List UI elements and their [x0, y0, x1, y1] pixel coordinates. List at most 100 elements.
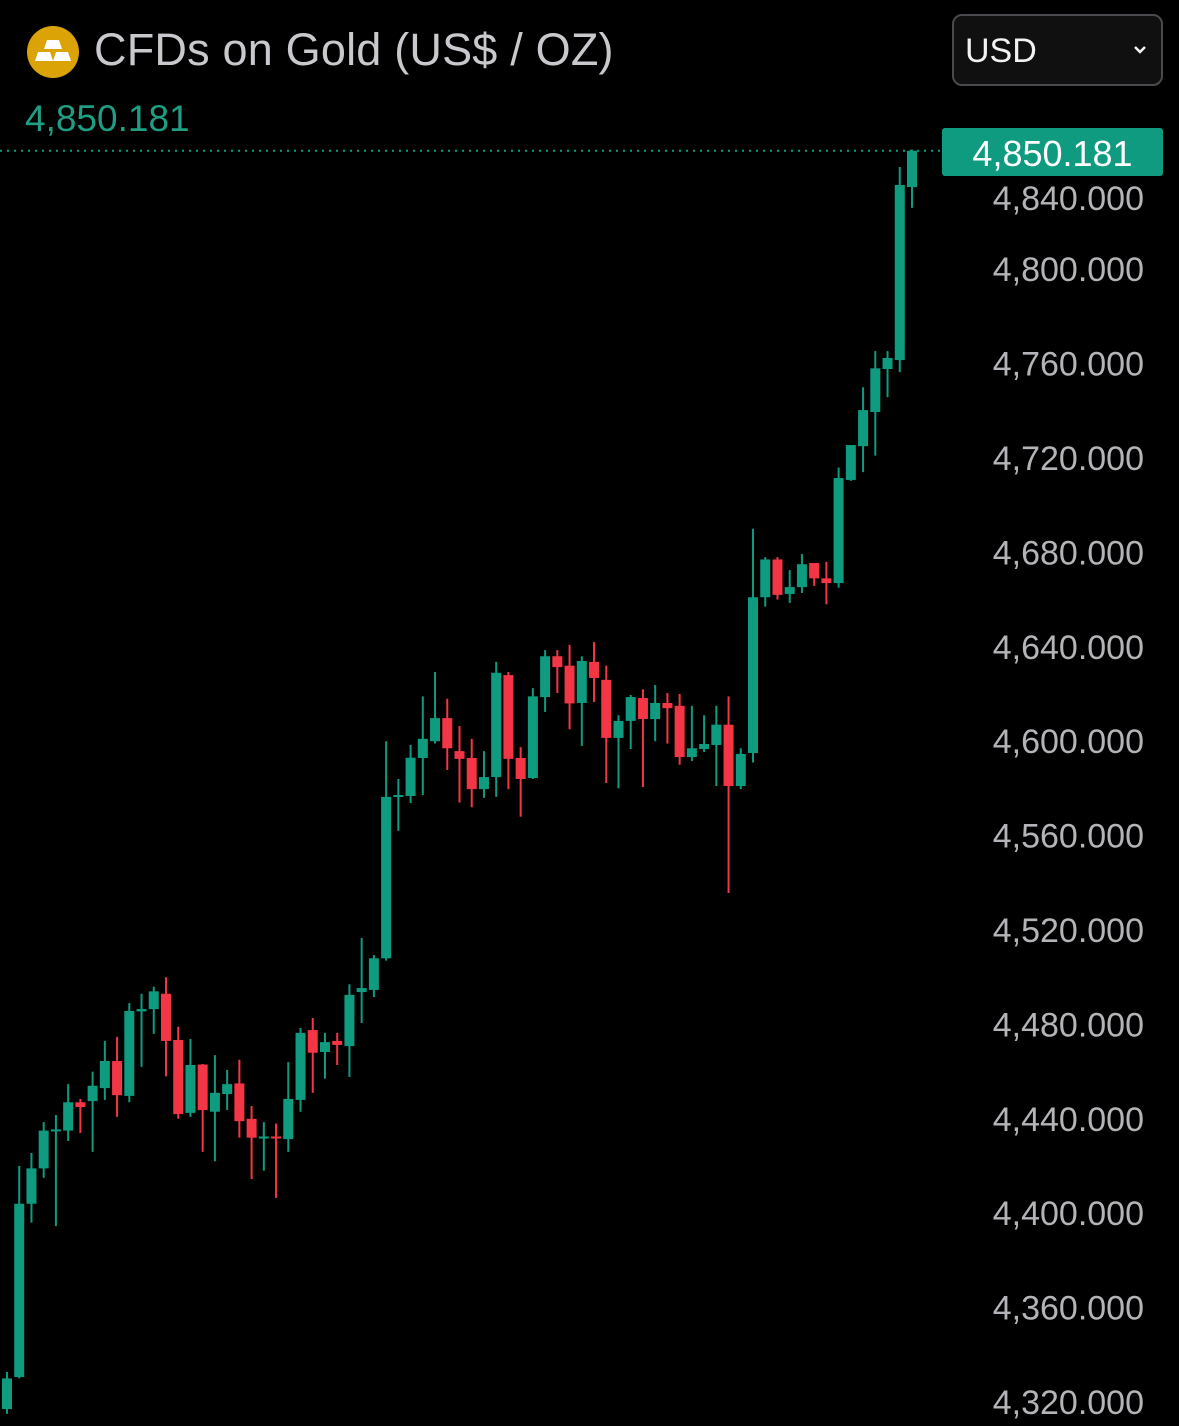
candle: [2, 1372, 12, 1414]
candle: [295, 1027, 306, 1112]
candle: [796, 554, 807, 593]
currency-select[interactable]: USD: [952, 14, 1163, 86]
candle-body: [283, 1098, 294, 1140]
candle-body: [699, 744, 710, 749]
candle: [564, 644, 575, 730]
candle-body: [2, 1378, 12, 1410]
candle-body: [124, 1010, 135, 1096]
candle-body: [454, 751, 465, 759]
candle-body: [674, 705, 685, 758]
candle-body: [368, 958, 379, 990]
candle: [735, 748, 746, 790]
y-tick-label: 4,720.000: [993, 440, 1144, 478]
candle: [99, 1040, 110, 1100]
candle-body: [515, 757, 526, 779]
candle: [809, 563, 820, 586]
candle: [246, 1106, 257, 1179]
candle: [417, 696, 428, 796]
candle: [160, 977, 171, 1077]
candle-body: [50, 1129, 61, 1132]
candle: [870, 351, 881, 456]
candle-body: [564, 665, 575, 704]
candle-body: [307, 1030, 318, 1053]
candle-body: [478, 777, 489, 790]
candle-body: [160, 993, 171, 1041]
y-tick-label: 4,360.000: [993, 1290, 1144, 1328]
candle: [112, 1036, 123, 1117]
candle: [368, 955, 379, 998]
last-price-tag: 4,850.181: [942, 128, 1163, 176]
instrument-title: CFDs on Gold (US$ / OZ): [94, 24, 614, 75]
candle-body: [356, 988, 367, 993]
candle-body: [882, 357, 893, 370]
candle: [515, 747, 526, 817]
candle-body: [405, 757, 416, 796]
candle: [209, 1055, 220, 1162]
candle: [784, 570, 795, 603]
candle-body: [870, 368, 881, 412]
last-price: 4,850.181: [25, 98, 190, 139]
y-tick-label: 4,800.000: [993, 251, 1144, 289]
candle: [38, 1122, 49, 1178]
chevron-down-icon: [1134, 46, 1146, 54]
candle: [173, 1026, 184, 1119]
currency-value: USD: [965, 32, 1037, 70]
candle-body: [246, 1118, 257, 1138]
candle: [821, 561, 832, 605]
candle-body: [393, 795, 404, 798]
candle-body: [686, 748, 697, 758]
candle: [833, 467, 844, 588]
candle: [26, 1153, 37, 1223]
candle: [907, 149, 917, 208]
y-tick-label: 4,320.000: [993, 1384, 1144, 1422]
candle: [858, 387, 869, 473]
candle: [271, 1123, 282, 1198]
candle: [87, 1071, 98, 1152]
candle-body: [662, 702, 673, 709]
candle-body: [637, 698, 648, 720]
candle: [699, 715, 710, 753]
y-tick-label: 4,480.000: [993, 1006, 1144, 1044]
candle: [14, 1166, 25, 1379]
candle: [686, 705, 697, 762]
candle-body: [234, 1083, 245, 1122]
candle-body: [809, 563, 820, 579]
candle-body: [589, 661, 600, 678]
y-tick-label: 4,520.000: [993, 912, 1144, 950]
candle: [527, 688, 538, 779]
candle-body: [222, 1084, 233, 1095]
candle-body: [784, 587, 795, 594]
y-tick-label: 4,760.000: [993, 346, 1144, 384]
candle: [222, 1069, 233, 1111]
candle-body: [613, 720, 624, 738]
candle: [344, 984, 355, 1078]
candle-body: [711, 724, 722, 745]
gold-bars-icon: [27, 26, 79, 78]
candle: [454, 726, 465, 803]
candle-body: [466, 757, 477, 790]
candle-body: [625, 697, 636, 721]
candle: [882, 351, 893, 398]
candle-body: [527, 696, 538, 779]
y-tick-label: 4,560.000: [993, 818, 1144, 856]
candle-body: [197, 1064, 208, 1111]
candle: [136, 993, 147, 1067]
candle: [576, 656, 587, 746]
candle: [748, 528, 759, 763]
candle-body: [735, 753, 746, 787]
candle-body: [185, 1064, 196, 1113]
candle: [711, 705, 722, 787]
candle: [601, 665, 612, 783]
candle: [552, 650, 563, 694]
candle: [430, 672, 441, 744]
candle: [625, 694, 636, 749]
candle-body: [442, 718, 453, 749]
candle: [50, 1115, 61, 1226]
candle-body: [748, 597, 759, 753]
candle-body: [430, 718, 441, 742]
candle-body: [295, 1032, 306, 1100]
candle: [662, 693, 673, 744]
candle-body: [136, 1009, 147, 1012]
candle: [332, 1032, 343, 1065]
